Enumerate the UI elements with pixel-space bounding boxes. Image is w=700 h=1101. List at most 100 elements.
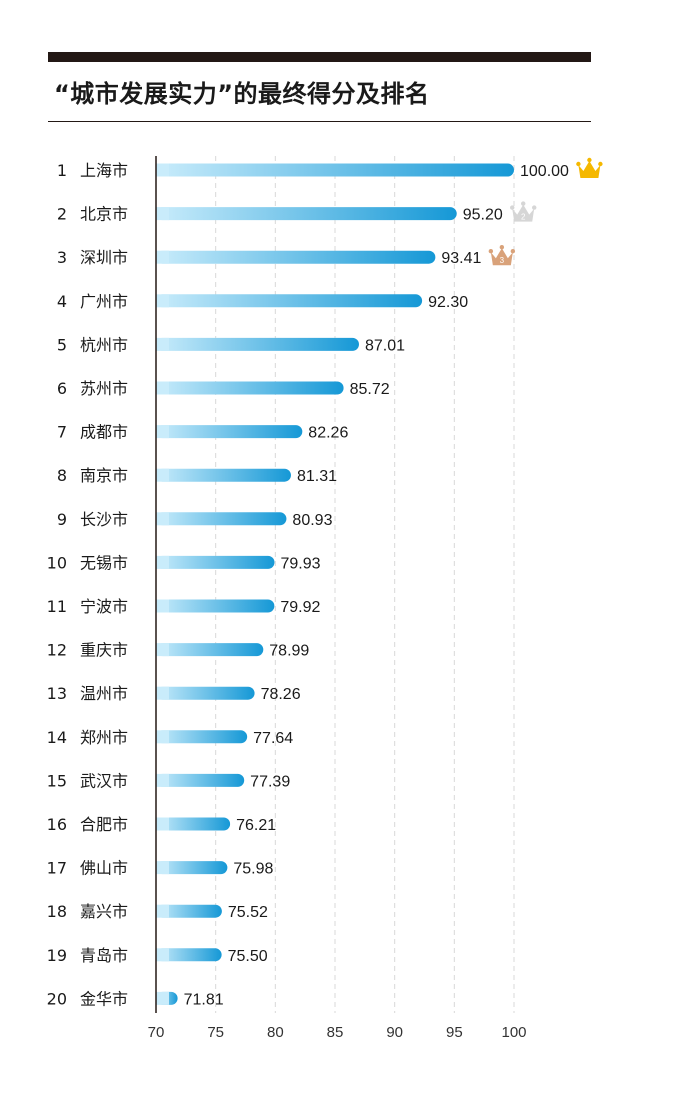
bar-left-cap [156, 817, 169, 831]
city-label: 苏州市 [80, 379, 128, 398]
value-label: 77.39 [250, 773, 290, 790]
grid-lines [215, 156, 515, 1013]
city-label: 合肥市 [80, 815, 128, 834]
rank-label: 9 [57, 510, 67, 529]
value-label: 75.52 [228, 904, 268, 921]
crown-jewel [510, 249, 516, 254]
city-label: 青岛市 [80, 946, 128, 965]
bar-left-cap [156, 599, 169, 613]
rank-label: 1 [57, 161, 67, 180]
bar [156, 163, 514, 177]
bar [156, 861, 228, 875]
rank-label: 19 [47, 946, 67, 965]
crown-rank-label: 3 [500, 256, 505, 265]
crown-icon: 3 [488, 245, 516, 266]
city-label: 温州市 [80, 684, 128, 703]
city-label: 广州市 [80, 292, 128, 311]
value-label: 80.93 [292, 512, 332, 529]
rank-label: 13 [47, 684, 67, 703]
rank-label: 15 [47, 771, 67, 790]
city-label: 深圳市 [80, 248, 128, 267]
rank-label: 17 [47, 859, 67, 878]
bar [156, 250, 436, 264]
city-label: 北京市 [80, 205, 128, 224]
bar-left-cap [156, 730, 169, 744]
bar-left-cap [156, 294, 169, 308]
city-label: 金华市 [80, 989, 128, 1008]
value-label: 76.21 [236, 817, 276, 834]
bar [156, 512, 287, 526]
crown-jewel [532, 205, 537, 210]
crown-jewel [576, 161, 581, 167]
bar [156, 904, 222, 918]
bar [156, 468, 291, 482]
crown-jewel [499, 245, 505, 250]
rank-label: 4 [57, 292, 67, 311]
rank-label: 8 [57, 466, 67, 485]
city-label: 嘉兴市 [80, 902, 128, 921]
city-label: 宁波市 [80, 597, 128, 616]
bar-left-cap [156, 773, 169, 787]
bar [156, 773, 245, 787]
bar [156, 381, 344, 395]
bar-left-cap [156, 555, 169, 569]
crown-jewel [510, 205, 515, 210]
bar [156, 337, 359, 351]
bar-left-cap [156, 643, 169, 657]
x-tick-label: 90 [386, 1024, 403, 1041]
bar [156, 555, 275, 569]
bar [156, 643, 264, 657]
bar [156, 686, 255, 700]
crown-jewel [521, 201, 526, 206]
bar [156, 294, 423, 308]
value-label: 87.01 [365, 337, 405, 354]
rank-label: 3 [57, 248, 67, 267]
value-label: 81.31 [297, 468, 337, 485]
bar [156, 207, 457, 221]
x-tick-label: 80 [267, 1024, 284, 1041]
x-tick-label: 95 [446, 1024, 463, 1041]
title-divider [48, 121, 591, 122]
city-label: 佛山市 [80, 859, 128, 878]
value-label: 100.00 [520, 163, 569, 180]
value-label: 93.41 [441, 250, 481, 267]
city-label: 郑州市 [80, 728, 128, 747]
city-label: 南京市 [80, 466, 128, 485]
crown-icon: 2 [510, 201, 537, 222]
value-label: 78.26 [261, 686, 301, 703]
rank-label: 20 [47, 989, 67, 1008]
bar-left-cap [156, 425, 169, 439]
bar-left-cap [156, 904, 169, 918]
bar [156, 817, 231, 831]
rank-label: 5 [57, 335, 67, 354]
bar [156, 425, 303, 439]
value-label: 85.72 [350, 381, 390, 398]
city-label: 无锡市 [80, 553, 128, 572]
crown-body [490, 248, 513, 266]
x-tick-label: 85 [327, 1024, 344, 1041]
bar [156, 599, 275, 613]
value-label: 75.98 [233, 861, 273, 878]
rank-label: 6 [57, 379, 67, 398]
rank-label: 12 [47, 641, 67, 660]
value-label: 77.64 [253, 730, 293, 747]
crown-jewel [587, 157, 592, 163]
bar-left-cap [156, 512, 169, 526]
x-tick-label: 75 [207, 1024, 224, 1041]
bar-left-cap [156, 337, 169, 351]
crown-rank-label: 2 [521, 213, 526, 222]
bar-left-cap [156, 381, 169, 395]
city-label: 长沙市 [80, 510, 128, 529]
crowns: 23 [488, 157, 603, 266]
value-label: 78.99 [269, 643, 309, 660]
bar-left-cap [156, 207, 169, 221]
bar-left-cap [156, 991, 169, 1005]
bar [156, 730, 248, 744]
value-label: 79.92 [280, 599, 320, 616]
bars [156, 163, 514, 1005]
bar-left-cap [156, 948, 169, 962]
bar-left-cap [156, 468, 169, 482]
value-label: 95.20 [463, 207, 503, 224]
